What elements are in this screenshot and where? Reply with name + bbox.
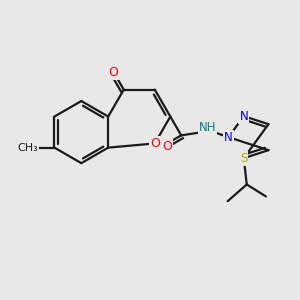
Text: N: N	[224, 131, 233, 144]
Text: S: S	[240, 152, 247, 165]
Text: O: O	[150, 137, 160, 150]
Text: NH: NH	[199, 121, 216, 134]
Text: O: O	[109, 66, 118, 79]
Text: N: N	[239, 110, 248, 123]
Text: O: O	[162, 140, 172, 153]
Text: CH₃: CH₃	[18, 142, 38, 153]
